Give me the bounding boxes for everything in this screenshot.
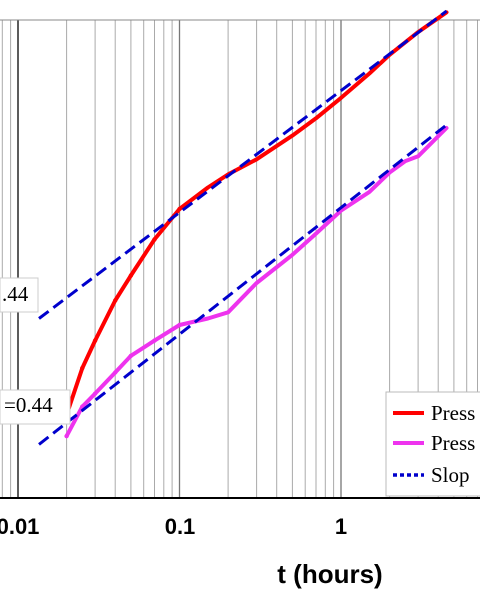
series-0-point-1 [80, 365, 85, 371]
legend-label-3: Slop [431, 463, 470, 487]
x-tick-label-2: 1 [335, 514, 347, 539]
series-layer [38, 9, 449, 446]
annotation-box-1 [0, 277, 39, 313]
legend: Press Press Slop [385, 391, 480, 497]
series-0-point-2 [92, 338, 98, 343]
series-0-point-3 [113, 298, 118, 303]
annotation-slope-upper: .44 [2, 282, 29, 306]
series-1-point-0 [64, 433, 69, 439]
series-1-point-4 [128, 353, 134, 358]
series-1-point-6 [177, 322, 182, 328]
series-0-point-6 [177, 206, 182, 212]
annotation-slope-lower: =0.44 [4, 393, 53, 417]
x-tick-label-1: 0.1 [165, 514, 196, 539]
series-1-point-5 [152, 338, 157, 343]
series-0-point-5 [152, 237, 157, 242]
series-1-point-2 [92, 391, 98, 396]
legend-label-1: Press [431, 401, 475, 425]
series-line-3 [38, 123, 448, 446]
legend-label-2: Press [431, 431, 475, 455]
x-tick-label-0: 0.01 [0, 514, 39, 539]
x-axis-label: t (hours) [277, 559, 382, 589]
annotation-box-2 [0, 389, 71, 425]
series-1-point-3 [113, 370, 118, 375]
series-0-point-4 [128, 273, 134, 278]
series-line-1 [64, 126, 449, 439]
series-line-2 [38, 9, 448, 320]
